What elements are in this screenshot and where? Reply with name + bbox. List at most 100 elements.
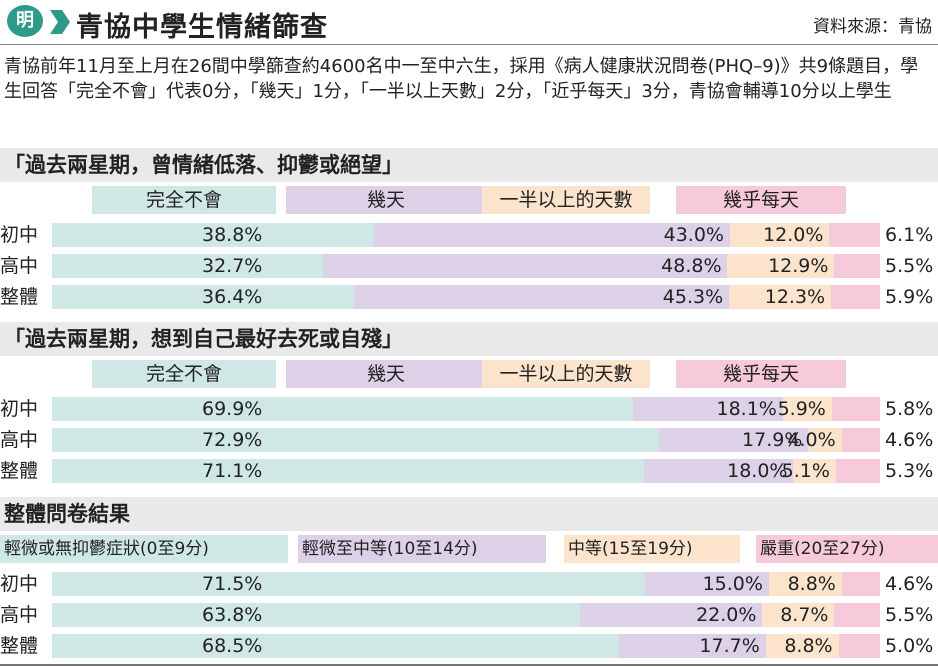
data-label: 17.9% <box>742 429 803 451</box>
bar-segment <box>808 428 842 452</box>
legend-item: 完全不會 <box>92 360 276 388</box>
section-title: 整體問卷結果 <box>4 502 130 526</box>
bar-segment <box>52 572 645 596</box>
bar-track <box>52 634 880 658</box>
legend-item: 幾乎每天 <box>676 186 846 214</box>
data-label: 17.7% <box>699 635 760 657</box>
section-title: 「過去兩星期，曾情緒低落、抑鬱或絕望」 <box>4 153 403 177</box>
data-label: 18.1% <box>716 398 777 420</box>
bar-segment <box>829 223 880 247</box>
data-label: 12.0% <box>763 224 824 246</box>
bar-segment <box>729 223 830 247</box>
bar-segment <box>765 634 839 658</box>
data-label: 6.1% <box>885 224 934 246</box>
legend-item: 完全不會 <box>92 186 276 214</box>
bar-segment <box>831 397 880 421</box>
bar-track <box>52 459 880 483</box>
bar-segment <box>838 634 880 658</box>
bar-segment <box>52 603 581 627</box>
data-label: 5.9% <box>777 398 826 420</box>
row-label: 初中 <box>0 573 39 595</box>
legend-item: 幾天 <box>286 360 486 388</box>
section-header-band <box>0 497 938 531</box>
bar-track <box>52 428 880 452</box>
bar-segment <box>644 572 769 596</box>
source-credit: 資料來源：青協 <box>813 17 932 37</box>
legend-item: 輕微至中等(10至14分) <box>298 535 546 563</box>
legend-item: 輕微或無抑鬱症狀(0至9分) <box>0 535 288 563</box>
bar-segment <box>580 603 763 627</box>
row-label: 初中 <box>0 224 39 246</box>
bar-segment <box>841 428 880 452</box>
bar-segment <box>52 254 324 278</box>
legend-item: 嚴重(20至27分) <box>756 535 938 563</box>
data-label: 72.9% <box>202 429 263 451</box>
data-label: 48.8% <box>661 255 722 277</box>
data-label: 4.0% <box>787 429 836 451</box>
legend-item: 一半以上的天數 <box>482 360 650 388</box>
data-label: 71.5% <box>202 573 263 595</box>
bar-track <box>52 603 880 627</box>
data-label: 68.5% <box>202 635 263 657</box>
row-label: 整體 <box>0 460 39 482</box>
row-label: 高中 <box>0 604 39 626</box>
data-label: 5.9% <box>885 286 934 308</box>
row-label: 高中 <box>0 429 39 451</box>
bar-segment <box>727 254 835 278</box>
bottom-divider <box>0 664 938 666</box>
bar-track <box>52 397 880 421</box>
bar-segment <box>659 428 809 452</box>
bar-track <box>52 254 880 278</box>
bar-segment <box>835 459 880 483</box>
bar-track <box>52 223 880 247</box>
row-label: 整體 <box>0 635 39 657</box>
bar-segment <box>52 223 374 247</box>
data-label: 45.3% <box>662 286 724 308</box>
bar-segment <box>52 634 620 658</box>
bar-segment <box>762 603 835 627</box>
description-text: 青協前年11月至上月在26間中學篩查約4600名中一至中六生，採用《病人健康狀況… <box>4 56 919 102</box>
header-divider <box>0 44 938 45</box>
data-label: 38.8% <box>202 224 263 246</box>
bar-segment <box>373 223 730 247</box>
bar-segment <box>768 572 842 596</box>
bar-segment <box>834 603 880 627</box>
ming-pao-logo <box>7 5 43 37</box>
bar-segment <box>52 428 660 452</box>
data-label: 43.0% <box>663 224 724 246</box>
data-label: 4.6% <box>885 429 934 451</box>
legend-item: 中等(15至19分) <box>564 535 740 563</box>
bar-segment <box>353 285 730 309</box>
row-label: 初中 <box>0 398 39 420</box>
bar-segment <box>793 459 836 483</box>
data-label: 8.7% <box>780 604 829 626</box>
bar-segment <box>52 459 644 483</box>
section-header-band <box>0 148 938 182</box>
data-label: 69.9% <box>202 398 263 420</box>
bar-segment <box>52 397 633 421</box>
row-label: 高中 <box>0 255 39 277</box>
data-label: 12.3% <box>764 286 826 308</box>
section-title: 「過去兩星期，想到自己最好去死或自殘」 <box>4 327 403 351</box>
bar-segment <box>834 254 880 278</box>
page-title: 青協中學生情緒篩查 <box>76 12 328 43</box>
data-label: 12.9% <box>768 255 829 277</box>
bar-segment <box>52 285 354 309</box>
data-label: 5.5% <box>885 604 934 626</box>
legend-item: 幾乎每天 <box>676 360 846 388</box>
data-label: 5.5% <box>885 255 934 277</box>
bar-segment <box>643 459 794 483</box>
data-label: 5.1% <box>781 460 830 482</box>
bar-segment <box>831 285 880 309</box>
row-label: 整體 <box>0 286 39 308</box>
data-label: 36.4% <box>202 286 263 308</box>
bar-segment <box>323 254 728 278</box>
chevron-right-icon <box>50 10 70 34</box>
data-label: 22.0% <box>696 604 757 626</box>
legend-item: 一半以上的天數 <box>482 186 650 214</box>
data-label: 15.0% <box>702 573 763 595</box>
data-label: 63.8% <box>202 604 263 626</box>
bar-segment <box>619 634 766 658</box>
data-label: 5.3% <box>885 460 934 482</box>
section-header-band <box>0 322 938 356</box>
